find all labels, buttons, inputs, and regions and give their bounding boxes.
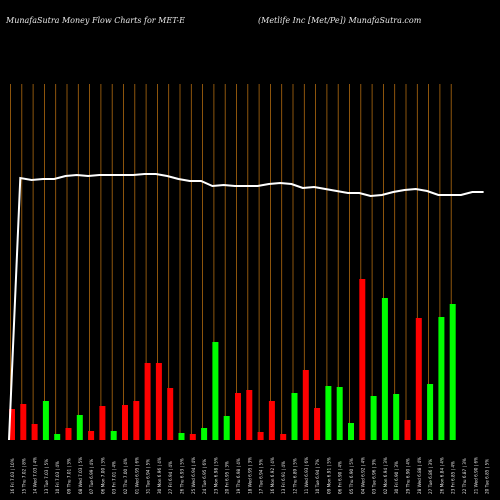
x-tick-label: 26 Thu 6.93 | 5%	[180, 458, 185, 494]
x-tick-label: 25 Wed 6.94 | 4%	[191, 457, 196, 494]
x-tick-label: 02 Thu 7.00 | 4%	[123, 458, 128, 494]
money-flow-bar	[280, 434, 287, 440]
money-flow-bar	[438, 317, 445, 440]
money-flow-bar	[268, 401, 275, 440]
x-tick-label: 29 Thu 6.90 | 4%	[406, 458, 411, 494]
x-tick-label: 18 Wed 6.95 | 3%	[247, 457, 252, 494]
money-flow-bar	[54, 434, 61, 440]
money-flow-bar	[65, 428, 72, 440]
x-tick-label: 28 Wed 6.88 | 4%	[417, 457, 422, 494]
x-tick-label: 30 Fri 6.90 | 3%	[394, 461, 399, 494]
money-flow-bar	[381, 298, 388, 440]
money-flow-bar	[449, 304, 456, 440]
money-flow-bar	[122, 405, 128, 440]
x-tick-label: 10 Tue 6.94 | 7%	[315, 459, 320, 494]
x-tick-label: 01 Wed 6.95 | 6%	[134, 457, 139, 494]
x-tick-label: 14 Wed 7.03 | 4%	[33, 457, 38, 494]
money-flow-bar	[201, 428, 208, 440]
x-tick-label: 13 Fri 6.91 | 4%	[281, 461, 286, 494]
x-tick-label: 20 Tue 6.85 | 5%	[485, 459, 490, 494]
x-tick-label: 26 Mon 6.84 | 4%	[439, 457, 444, 494]
x-tick-label: 06 Fri 6.90 | 4%	[338, 461, 343, 494]
x-tick-label: 09 Mon 6.91 | 5%	[326, 457, 331, 494]
money-flow-bar	[189, 434, 196, 440]
x-tick-label: 17 Tue 6.94 | 5%	[259, 459, 264, 494]
money-flow-bar	[155, 363, 162, 440]
money-flow-bar	[88, 431, 95, 440]
x-tick-label: 23 Mon 6.98 | 5%	[213, 457, 218, 494]
money-flow-bar	[223, 416, 230, 440]
x-tick-label: 27 Fri 6.94 | 4%	[168, 461, 173, 494]
x-tick-label: 06 Mon 7.00 | 3%	[100, 457, 105, 494]
money-flow-bar	[246, 390, 253, 440]
money-flow-bar	[42, 401, 49, 440]
x-tick-label: 23 Fri 6.85 | 4%	[451, 461, 456, 494]
x-tick-label: 13 Tue 7.03 | 5%	[44, 459, 49, 494]
x-tick-label: 21 Wed 6.90 | 6%	[473, 457, 478, 494]
x-tick-label: 19 Thu 6.98 | 4%	[236, 458, 241, 494]
money-flow-bar	[336, 387, 343, 440]
x-tick-label: 05 Thu 6.90 | 5%	[349, 458, 354, 494]
money-flow-bar	[9, 409, 15, 440]
x-tick-label: 03 Tue 6.96 | 3%	[372, 459, 377, 494]
money-flow-bar	[235, 393, 241, 440]
money-flow-bar	[314, 408, 321, 440]
money-flow-bar	[348, 423, 354, 440]
money-flow-bar	[427, 384, 434, 440]
money-flow-bar	[178, 433, 185, 440]
money-flow-bar	[370, 396, 377, 440]
x-tick-label: 03 Fri 7.01 | 4%	[112, 461, 117, 494]
x-tick-label: 31 Tue 6.94 | 5%	[146, 459, 151, 494]
money-flow-bar	[257, 432, 264, 440]
money-flow-bar	[20, 404, 27, 440]
money-flow-bar	[291, 393, 298, 440]
money-flow-bar	[110, 431, 117, 440]
money-flow-bar	[76, 415, 83, 440]
x-tick-label: 09 Thu 7.01 | 3%	[67, 458, 72, 494]
money-flow-bar	[302, 370, 309, 440]
x-tick-label: 20 Fri 6.95 | 3%	[225, 461, 230, 494]
x-tick-label: 07 Tue 6.99 | 4%	[89, 459, 94, 494]
money-flow-bar	[144, 363, 151, 440]
money-flow-bar	[393, 394, 400, 440]
x-tick-label: 27 Tue 6.86 | 3%	[428, 459, 433, 494]
money-flow-bar	[167, 388, 174, 440]
chart-title-left: MunafaSutra Money Flow Charts for MET-E	[6, 16, 186, 25]
x-tick-label: 15 Thu 7.02 | 8%	[21, 458, 26, 494]
x-tick-label: 16 Fri 7.03 | 10%	[10, 458, 15, 494]
money-flow-bar	[133, 401, 140, 440]
x-tick-label: 11 Wed 6.93 | 6%	[304, 457, 309, 494]
money-flow-bar	[99, 406, 106, 440]
x-tick-label: 04 Wed 6.92 | 4%	[360, 457, 365, 494]
x-tick-label: 24 Tue 6.95 | 6%	[202, 459, 207, 494]
x-tick-label: 16 Mon 6.92 | 4%	[270, 457, 275, 494]
x-tick-label: 10 Fri 7.03 | 4%	[55, 461, 60, 494]
money-flow-bar	[415, 318, 422, 440]
x-tick-label: 30 Mon 6.96 | 4%	[157, 457, 162, 494]
x-tick-label: 22 Thu 6.87 | 3%	[462, 458, 467, 494]
x-tick-label: 02 Mon 6.94 | 3%	[383, 457, 388, 494]
x-tick-label: 12 Thu 6.89 | 5%	[293, 458, 298, 494]
money-flow-bar	[325, 386, 332, 440]
money-flow-line	[8, 173, 484, 441]
money-flow-bar	[359, 279, 366, 440]
money-flow-bar	[404, 420, 411, 440]
x-tick-label: 08 Wed 7.03 | 5%	[78, 457, 83, 494]
money-flow-bar	[31, 424, 38, 440]
chart-title-right: (Metlife Inc [Met/Pe]) MunafaSutra.com	[258, 16, 422, 25]
money-flow-bar	[212, 342, 219, 440]
